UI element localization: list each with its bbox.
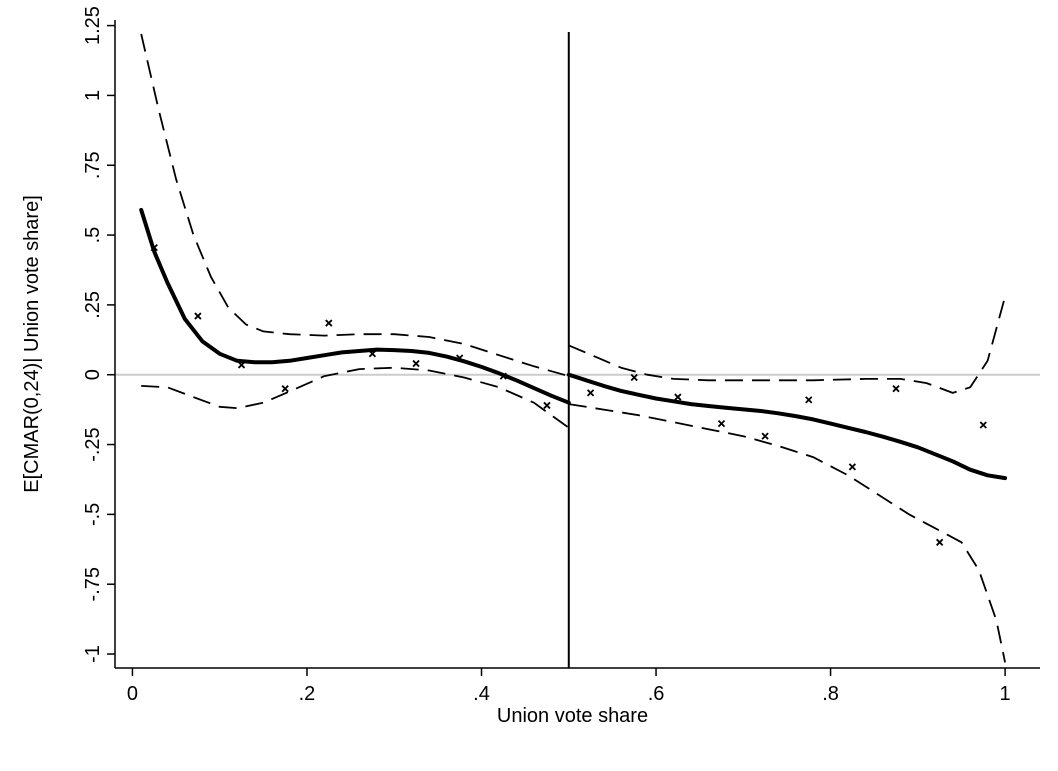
y-tick-label: -.75 bbox=[82, 567, 104, 601]
bin-mean-marker bbox=[194, 312, 202, 320]
y-tick-label: .25 bbox=[82, 291, 104, 319]
bin-mean-marker bbox=[325, 319, 333, 327]
y-tick-label: -.25 bbox=[82, 427, 104, 461]
bin-mean-marker bbox=[281, 385, 289, 393]
bin-mean-marker bbox=[717, 419, 726, 428]
y-tick-label: .75 bbox=[82, 151, 104, 179]
y-tick-label: -1 bbox=[82, 645, 104, 663]
y-axis-title: E[CMAR(0,24)| Union vote share] bbox=[21, 195, 43, 493]
fit-left-line bbox=[139, 207, 571, 405]
bin-mean-marker bbox=[936, 538, 944, 546]
y-tick-label: 0 bbox=[82, 369, 104, 380]
bin-mean-marker bbox=[586, 389, 595, 397]
x-tick-label: 0 bbox=[127, 683, 138, 705]
x-axis-title: Union vote share bbox=[497, 705, 648, 727]
y-tick-label: 1 bbox=[82, 90, 104, 101]
x-tick-label: .4 bbox=[473, 683, 490, 705]
ci-upper-right-line bbox=[568, 296, 1006, 394]
bin-mean-marker bbox=[979, 421, 987, 429]
bin-mean-marker bbox=[630, 373, 638, 382]
x-tick-label: .6 bbox=[648, 683, 665, 705]
axes: 0 .2 .4 .6 .8 1 -1 -.75 -.5 -.25 0 .25 .5 .75 1 1.25 bbox=[82, 6, 1040, 705]
x-tick-label: .2 bbox=[299, 683, 316, 705]
y-tick-label: -.5 bbox=[82, 503, 104, 526]
bin-mean-marker bbox=[543, 401, 551, 410]
ci-lower-left-line bbox=[141, 366, 570, 429]
bin-mean-marker bbox=[412, 359, 420, 368]
bin-mean-marker bbox=[761, 432, 769, 440]
x-tick-label: 1 bbox=[1000, 683, 1011, 705]
fit-right-line bbox=[566, 372, 1008, 481]
plot-area bbox=[115, 32, 1040, 668]
bin-mean-marker bbox=[848, 463, 857, 471]
bin-mean-marker bbox=[892, 385, 900, 393]
y-tick-label: .5 bbox=[82, 227, 104, 244]
x-tick-label: .8 bbox=[822, 683, 839, 705]
y-tick-label: 1.25 bbox=[82, 6, 104, 45]
ci-lower-right-line bbox=[568, 403, 1006, 663]
bin-mean-marker bbox=[674, 393, 682, 401]
ci-upper-left-line bbox=[140, 33, 570, 377]
bin-mean-marker bbox=[805, 396, 813, 404]
